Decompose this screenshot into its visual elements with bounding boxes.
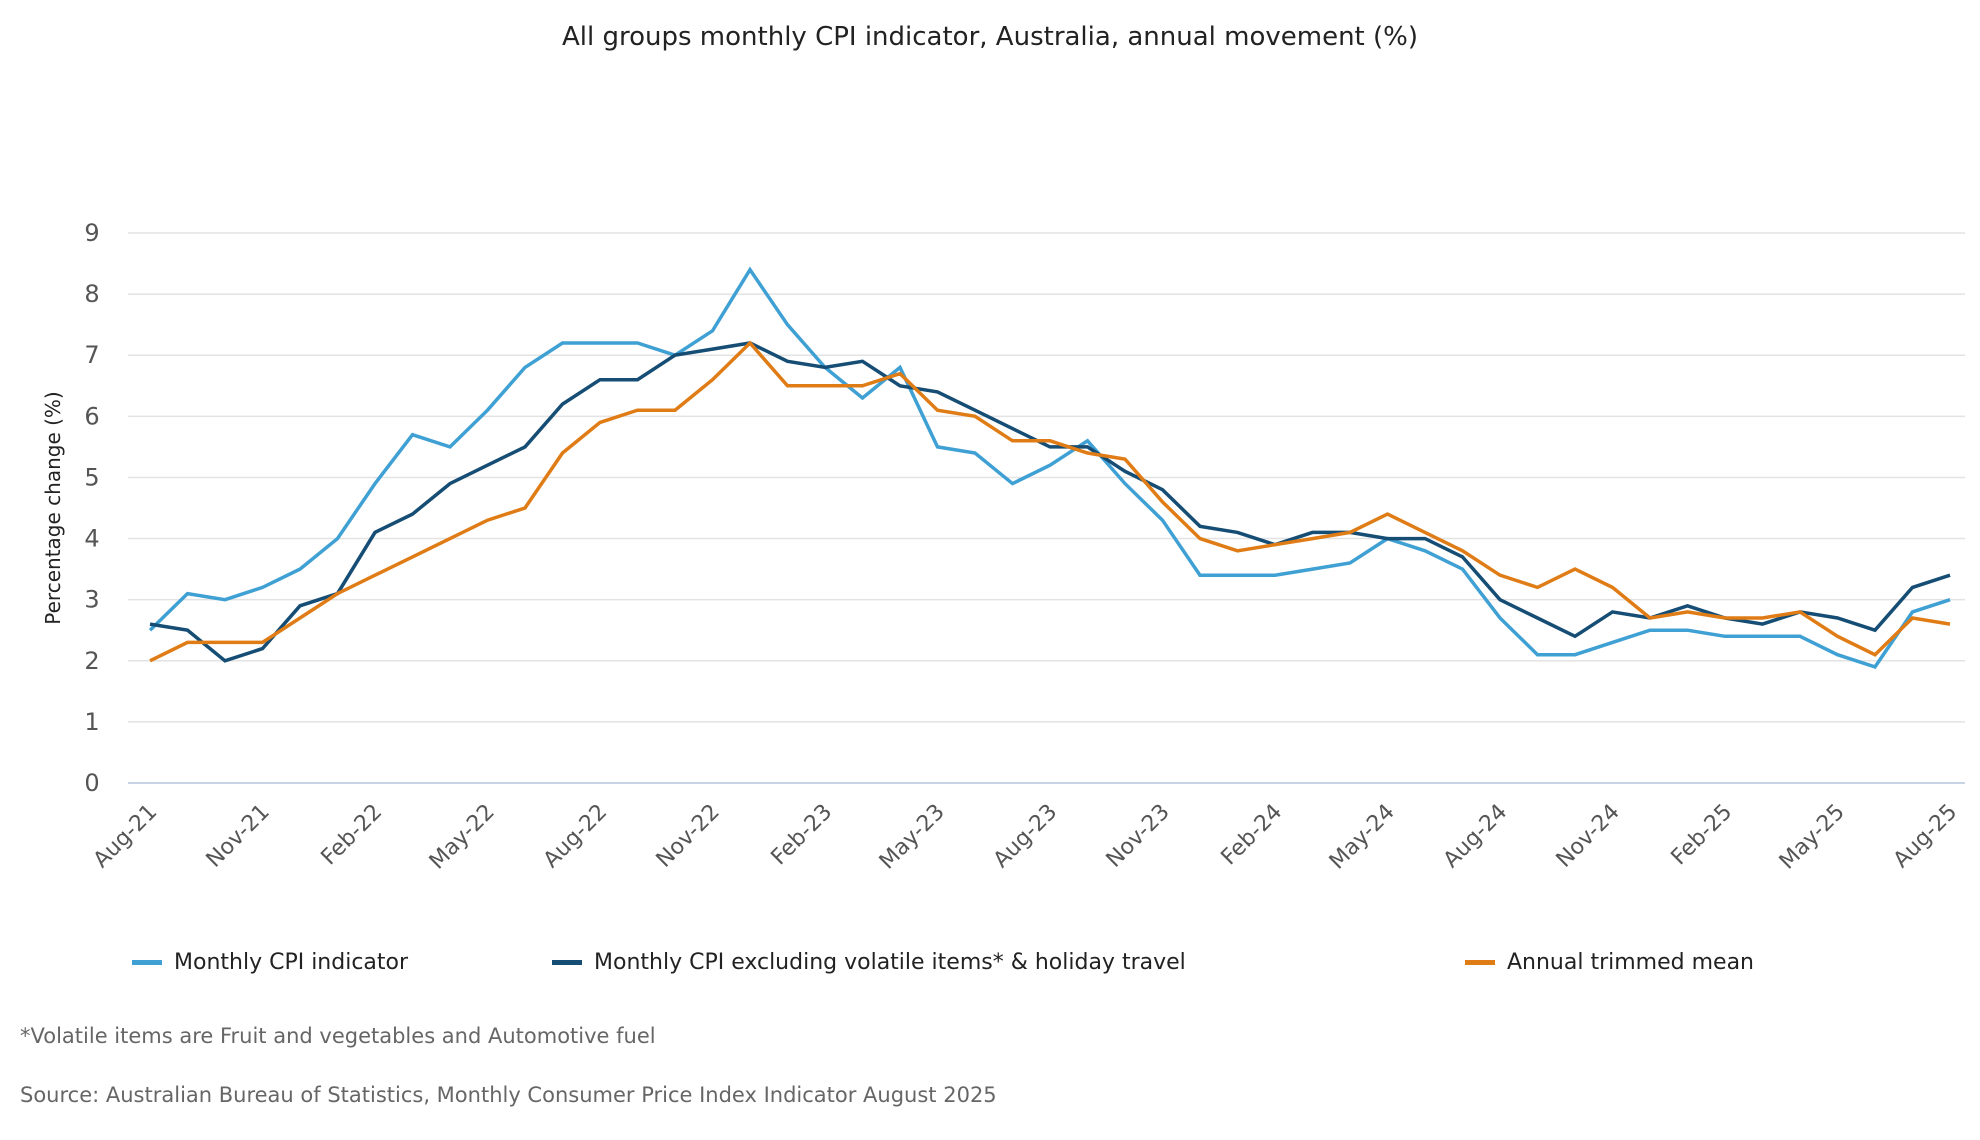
- x-tick-label: Feb-25: [1667, 800, 1738, 871]
- y-tick-label: 1: [84, 708, 99, 736]
- y-tick-label: 7: [84, 341, 99, 369]
- x-tick-label: Nov-22: [652, 800, 725, 873]
- x-tick-label: Nov-21: [202, 800, 275, 873]
- x-tick-label: Feb-24: [1217, 800, 1288, 871]
- y-tick-label: 8: [84, 280, 99, 308]
- gridlines: [128, 232, 1965, 784]
- y-tick-label: 3: [84, 586, 99, 614]
- footnote-volatile-items: *Volatile items are Fruit and vegetables…: [20, 1024, 656, 1048]
- y-tick-label: 9: [84, 219, 99, 247]
- x-tick-label: Aug-23: [989, 800, 1062, 873]
- legend-swatch-monthly-cpi: [132, 960, 162, 965]
- legend-label: Monthly CPI indicator: [174, 950, 409, 975]
- legend-label: Annual trimmed mean: [1507, 950, 1754, 975]
- series-line-trimmed-mean: [149, 340, 1951, 663]
- x-tick-label: Nov-24: [1552, 800, 1625, 873]
- y-tick-label: 0: [84, 769, 99, 797]
- source-note: Source: Australian Bureau of Statistics,…: [20, 1083, 997, 1107]
- y-axis-label: Percentage change (%): [41, 391, 65, 624]
- y-tick-label: 4: [84, 525, 99, 553]
- y-axis-ticks: 0 1 2 3 4 5 6 7 8 9: [84, 219, 99, 797]
- y-tick-label: 5: [84, 463, 99, 491]
- x-tick-label: May-23: [875, 800, 950, 875]
- x-axis-ticks: Aug-21 Nov-21 Feb-22 May-22 Aug-22 Nov-22 Feb-…: [89, 800, 1962, 875]
- legend-item-monthly-cpi[interactable]: Monthly CPI indicator: [132, 950, 408, 975]
- legend-item-excluding-volatile[interactable]: Monthly CPI excluding volatile items* & …: [552, 950, 1186, 975]
- x-tick-label: Aug-21: [89, 800, 162, 873]
- x-tick-label: May-24: [1325, 800, 1400, 875]
- x-tick-label: May-25: [1775, 800, 1850, 875]
- legend-swatch-trimmed-mean: [1465, 960, 1495, 965]
- series-lines: [148, 266, 1951, 669]
- y-tick-label: 6: [84, 402, 99, 430]
- legend-item-trimmed-mean[interactable]: Annual trimmed mean: [1465, 950, 1754, 975]
- legend-label: Monthly CPI excluding volatile items* & …: [594, 950, 1186, 975]
- chart-title: All groups monthly CPI indicator, Austra…: [561, 22, 1419, 52]
- x-tick-label: Aug-25: [1889, 800, 1962, 873]
- x-tick-label: Feb-23: [767, 800, 838, 871]
- x-tick-label: Feb-22: [317, 800, 388, 871]
- series-line-monthly-cpi: [148, 266, 1951, 669]
- legend: Monthly CPI indicator Monthly CPI exclud…: [0, 950, 1980, 986]
- x-tick-label: May-22: [425, 800, 500, 875]
- y-tick-label: 2: [84, 647, 99, 675]
- x-tick-label: Nov-23: [1102, 800, 1175, 873]
- legend-swatch-excluding-volatile: [552, 960, 582, 965]
- x-tick-label: Aug-22: [539, 800, 612, 873]
- x-tick-label: Aug-24: [1439, 800, 1512, 873]
